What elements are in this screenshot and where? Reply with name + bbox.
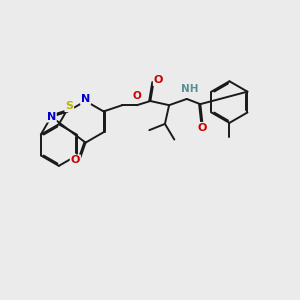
Text: O: O [198, 123, 207, 133]
Text: N: N [81, 94, 90, 104]
Text: O: O [133, 91, 141, 101]
Text: O: O [154, 75, 163, 85]
Text: NH: NH [181, 84, 199, 94]
Text: S: S [65, 101, 73, 111]
Text: N: N [46, 112, 56, 122]
Text: O: O [71, 155, 80, 165]
